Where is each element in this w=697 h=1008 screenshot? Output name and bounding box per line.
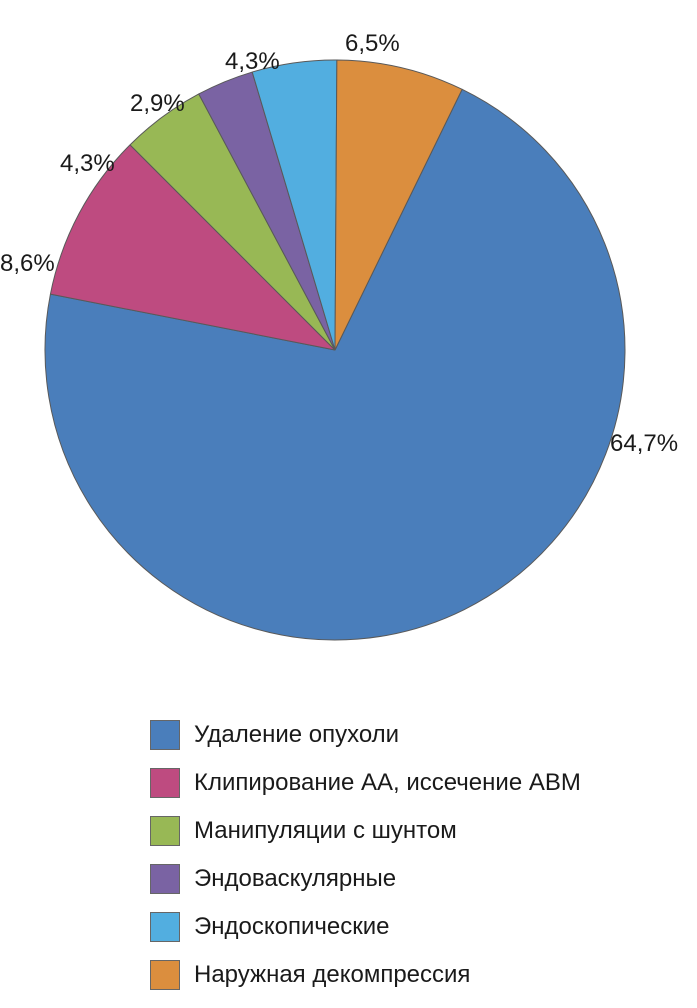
legend-swatch-3 — [150, 864, 180, 894]
pct-label-4: 4,3% — [225, 48, 280, 76]
legend-row-1: Клипирование АА, иссечение АВМ — [150, 768, 581, 798]
legend-label-2: Манипуляции с шунтом — [194, 817, 457, 845]
legend-row-4: Эндоскопические — [150, 912, 581, 942]
legend-row-3: Эндоваскулярные — [150, 864, 581, 894]
pct-label-5: 6,5% — [345, 30, 400, 58]
legend-row-5: Наружная декомпрессия — [150, 960, 581, 990]
pct-label-0: 64,7% — [610, 430, 678, 458]
legend-row-2: Манипуляции с шунтом — [150, 816, 581, 846]
legend-label-5: Наружная декомпрессия — [194, 961, 470, 989]
legend-label-1: Клипирование АА, иссечение АВМ — [194, 769, 581, 797]
legend: Удаление опухоли Клипирование АА, иссечен… — [150, 720, 581, 1008]
pct-label-2: 4,3% — [60, 150, 115, 178]
legend-swatch-5 — [150, 960, 180, 990]
legend-label-3: Эндоваскулярные — [194, 865, 396, 893]
legend-swatch-4 — [150, 912, 180, 942]
chart-container: 64,7% 8,6% 4,3% 2,9% 4,3% 6,5% Удаление опухо… — [0, 0, 697, 1000]
legend-label-4: Эндоскопические — [194, 913, 389, 941]
legend-swatch-2 — [150, 816, 180, 846]
legend-swatch-1 — [150, 768, 180, 798]
legend-swatch-0 — [150, 720, 180, 750]
pct-label-1: 8,6% — [0, 250, 55, 278]
legend-row-0: Удаление опухоли — [150, 720, 581, 750]
pct-label-3: 2,9% — [130, 90, 185, 118]
pie-chart — [0, 0, 697, 700]
legend-label-0: Удаление опухоли — [194, 721, 399, 749]
